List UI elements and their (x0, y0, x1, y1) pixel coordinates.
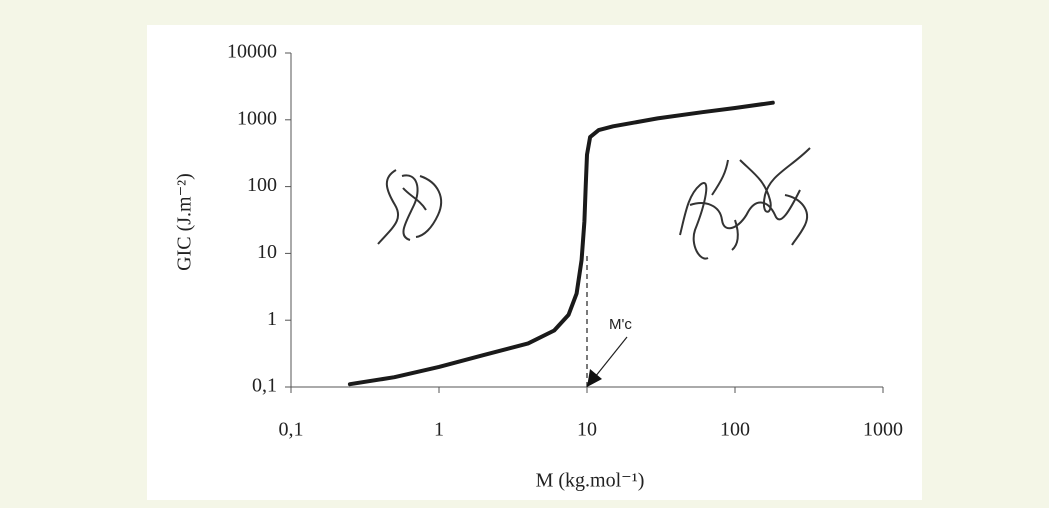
x-tick-label: 1000 (863, 419, 903, 441)
y-tick-label: 100 (247, 174, 277, 196)
panel (147, 25, 922, 500)
y-tick-label: 0,1 (252, 375, 277, 397)
annotation-label: M'c (609, 316, 632, 333)
y-axis-title: GIC (J.m⁻²) (174, 173, 196, 271)
entangled-sketch (679, 147, 811, 260)
x-tick-label: 10 (577, 419, 597, 441)
curve (347, 100, 775, 387)
x-tick-label: 0,1 (279, 419, 304, 441)
annotation-arrow (594, 336, 628, 378)
y-tick-label: 1000 (237, 107, 277, 129)
arrow-head (587, 369, 602, 387)
x-axis-title: M (kg.mol⁻¹) (536, 470, 645, 492)
x-tick-label: 100 (720, 419, 750, 441)
y-tick-label: 10 (257, 241, 277, 263)
y-tick-label: 10000 (227, 41, 277, 63)
y-tick-label: 1 (267, 308, 277, 330)
coil-sketch (377, 169, 443, 245)
x-tick-label: 1 (434, 419, 444, 441)
